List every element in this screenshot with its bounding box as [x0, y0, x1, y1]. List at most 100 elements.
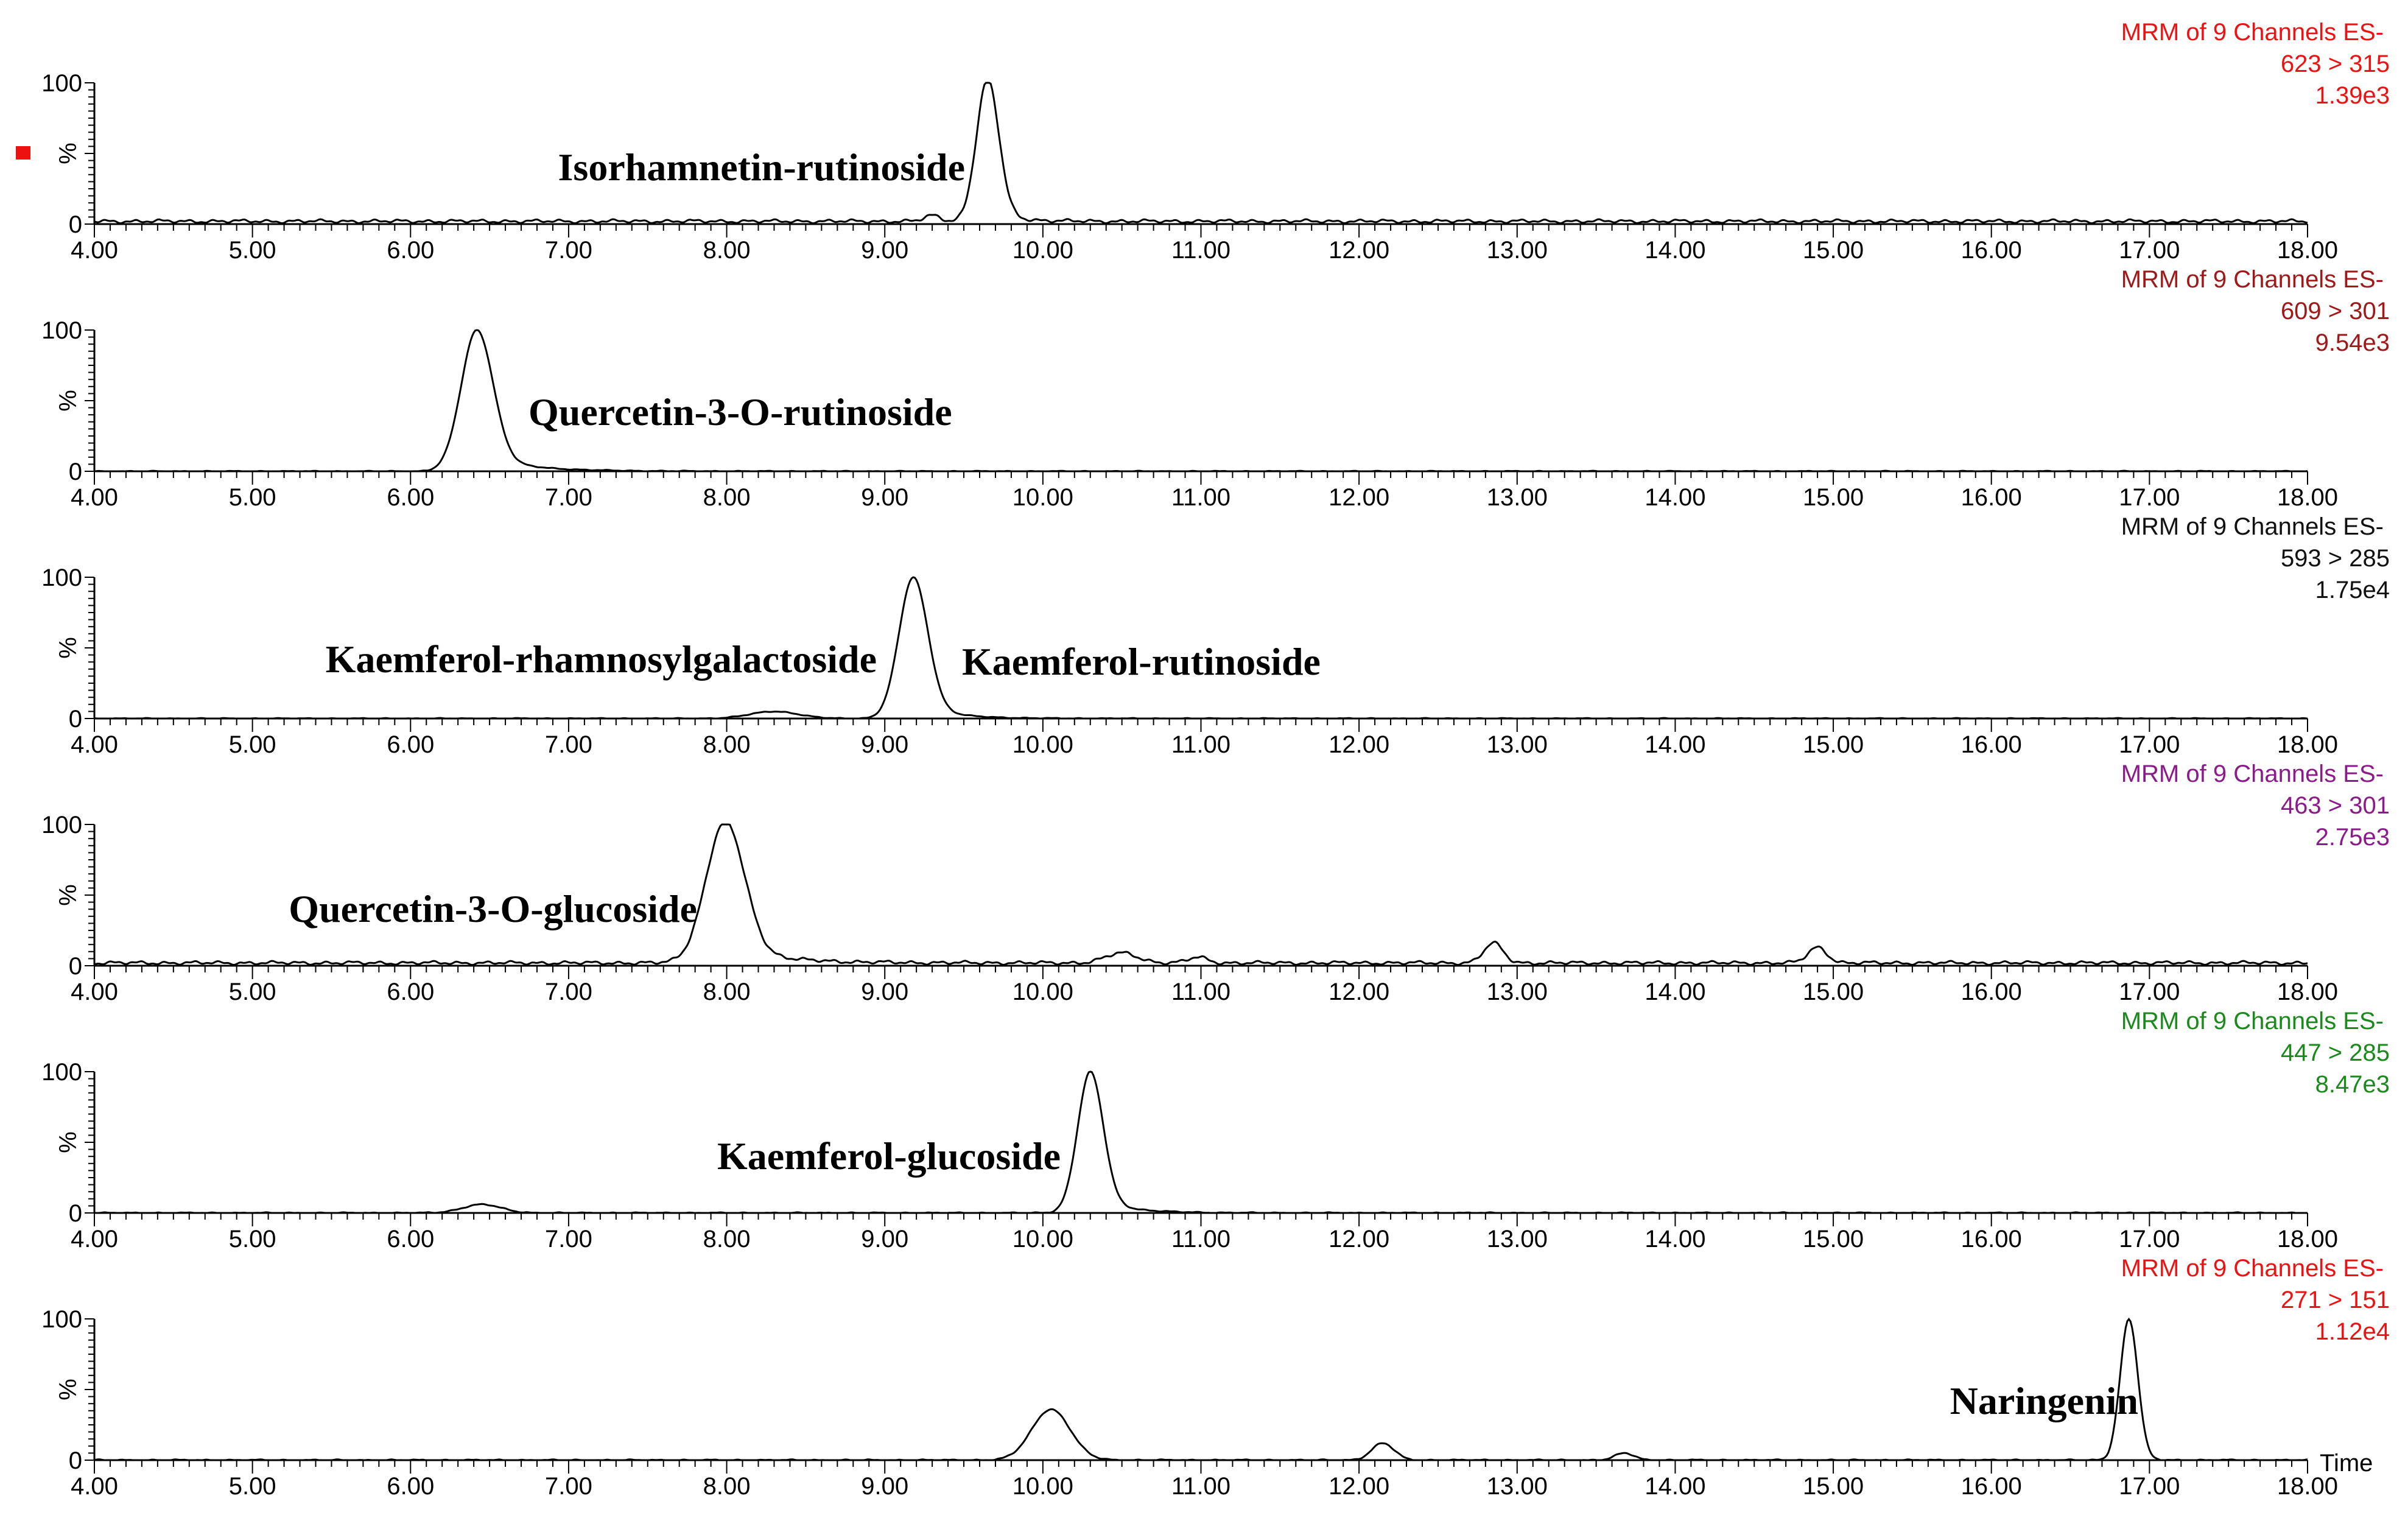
x-tick-label: 17.00	[2119, 237, 2180, 264]
x-tick-label: 18.00	[2277, 979, 2338, 1005]
peak-label: Quercetin-3-O-glucoside	[289, 887, 697, 930]
y-axis-label: %	[55, 142, 82, 164]
y-axis-label: %	[55, 1379, 82, 1400]
x-tick-label: 4.00	[71, 1226, 118, 1253]
x-tick-label: 17.00	[2119, 731, 2180, 758]
x-tick-label: 8.00	[703, 731, 751, 758]
x-tick-label: 16.00	[1961, 1226, 2022, 1253]
x-tick-label: 17.00	[2119, 979, 2180, 1005]
channel-name-label: MRM of 9 Channels ES-	[2121, 19, 2384, 46]
intensity-label: 1.39e3	[2315, 82, 2390, 109]
x-tick-label: 7.00	[545, 237, 592, 264]
y-axis-label: %	[55, 390, 82, 412]
x-tick-label: 11.00	[1171, 237, 1230, 264]
y-tick-label: 0	[69, 953, 82, 980]
x-tick-label: 6.00	[387, 237, 434, 264]
x-tick-label: 5.00	[229, 1473, 276, 1500]
channel-name-label: MRM of 9 Channels ES-	[2121, 266, 2384, 293]
intensity-label: 9.54e3	[2315, 329, 2390, 356]
chromatogram-panel: MRM of 9 Channels ES- 623 > 315 1.39e3 100 0…	[41, 19, 2390, 264]
y-axis-label: %	[55, 637, 82, 659]
x-tick-label: 8.00	[703, 1226, 751, 1253]
chromatogram-trace	[94, 576, 2308, 720]
intensity-label: 1.12e4	[2315, 1318, 2390, 1345]
transition-label: 623 > 315	[2281, 51, 2390, 77]
x-tick-label: 15.00	[1803, 979, 1864, 1005]
transition-label: 271 > 151	[2281, 1287, 2390, 1313]
x-tick-label: 10.00	[1013, 979, 1073, 1005]
intensity-label: 8.47e3	[2315, 1071, 2390, 1098]
x-tick-label: 14.00	[1645, 1473, 1705, 1500]
x-tick-label: 13.00	[1487, 1473, 1548, 1500]
x-tick-label: 12.00	[1329, 731, 1389, 758]
x-tick-label: 10.00	[1013, 1226, 1073, 1253]
x-tick-label: 9.00	[861, 1473, 908, 1500]
x-tick-label: 10.00	[1013, 731, 1073, 758]
chromatogram-panel: MRM of 9 Channels ES- 593 > 285 1.75e4 100 0…	[41, 513, 2390, 758]
y-axis-label: %	[55, 884, 82, 906]
x-tick-label: 12.00	[1329, 484, 1389, 511]
x-tick-label: 14.00	[1645, 731, 1705, 758]
x-tick-label: 14.00	[1645, 979, 1705, 1005]
legend-marker	[16, 146, 30, 160]
x-tick-label: 8.00	[703, 979, 751, 1005]
x-tick-label: 16.00	[1961, 237, 2022, 264]
x-tick-label: 9.00	[861, 979, 908, 1005]
y-tick-label: 100	[41, 564, 82, 591]
x-tick-label: 14.00	[1645, 237, 1705, 264]
x-tick-label: 4.00	[71, 1473, 118, 1500]
intensity-label: 2.75e3	[2315, 824, 2390, 851]
chromatogram-trace	[94, 1070, 2308, 1214]
x-tick-label: 15.00	[1803, 1473, 1864, 1500]
x-tick-label: 9.00	[861, 731, 908, 758]
x-tick-label: 6.00	[387, 979, 434, 1005]
peak-label: Isorhamnetin-rutinoside	[558, 146, 966, 189]
x-tick-label: 13.00	[1487, 731, 1548, 758]
x-tick-label: 12.00	[1329, 237, 1389, 264]
x-tick-label: 11.00	[1171, 1473, 1230, 1500]
y-axis-label: %	[55, 1131, 82, 1153]
x-tick-label: 6.00	[387, 1473, 434, 1500]
peak-label: Naringenin	[1950, 1379, 2138, 1422]
x-tick-label: 7.00	[545, 1226, 592, 1253]
chromatogram-trace	[94, 329, 2308, 473]
chromatogram-trace	[94, 1317, 2308, 1461]
intensity-label: 1.75e4	[2315, 577, 2390, 603]
y-tick-label: 100	[41, 317, 82, 344]
x-tick-label: 10.00	[1013, 484, 1073, 511]
x-tick-label: 7.00	[545, 484, 592, 511]
peak-label: Quercetin-3-O-rutinoside	[528, 390, 952, 434]
x-tick-label: 17.00	[2119, 484, 2180, 511]
x-tick-label: 15.00	[1803, 1226, 1864, 1253]
x-tick-label: 11.00	[1171, 731, 1230, 758]
x-tick-label: 4.00	[71, 979, 118, 1005]
chromatogram-panel: MRM of 9 Channels ES- 609 > 301 9.54e3 100 0…	[41, 266, 2390, 511]
transition-label: 593 > 285	[2281, 545, 2390, 572]
x-tick-label: 7.00	[545, 731, 592, 758]
x-tick-label: 5.00	[229, 979, 276, 1005]
x-tick-label: 10.00	[1013, 1473, 1073, 1500]
channel-name-label: MRM of 9 Channels ES-	[2121, 1255, 2384, 1282]
x-tick-label: 5.00	[229, 1226, 276, 1253]
y-tick-label: 100	[41, 1306, 82, 1333]
x-tick-label: 14.00	[1645, 1226, 1705, 1253]
x-tick-label: 12.00	[1329, 1226, 1389, 1253]
x-tick-label: 11.00	[1171, 484, 1230, 511]
peak-label: Kaemferol-glucoside	[717, 1134, 1061, 1178]
x-tick-label: 15.00	[1803, 484, 1864, 511]
y-tick-label: 0	[69, 1447, 82, 1474]
channel-name-label: MRM of 9 Channels ES-	[2121, 761, 2384, 787]
x-tick-label: 18.00	[2277, 1226, 2338, 1253]
chromatogram-panel: MRM of 9 Channels ES- 447 > 285 8.47e3 100 0…	[41, 1008, 2390, 1253]
x-tick-label: 4.00	[71, 237, 118, 264]
x-tick-label: 4.00	[71, 484, 118, 511]
x-tick-label: 16.00	[1961, 731, 2022, 758]
chromatogram-trace	[94, 823, 2308, 966]
x-tick-label: 13.00	[1487, 1226, 1548, 1253]
x-tick-label: 16.00	[1961, 484, 2022, 511]
chromatogram-panel: MRM of 9 Channels ES- 271 > 151 1.12e4 100 0…	[41, 1255, 2390, 1500]
x-tick-label: 16.00	[1961, 1473, 2022, 1500]
x-tick-label: 5.00	[229, 731, 276, 758]
y-tick-label: 0	[69, 211, 82, 238]
